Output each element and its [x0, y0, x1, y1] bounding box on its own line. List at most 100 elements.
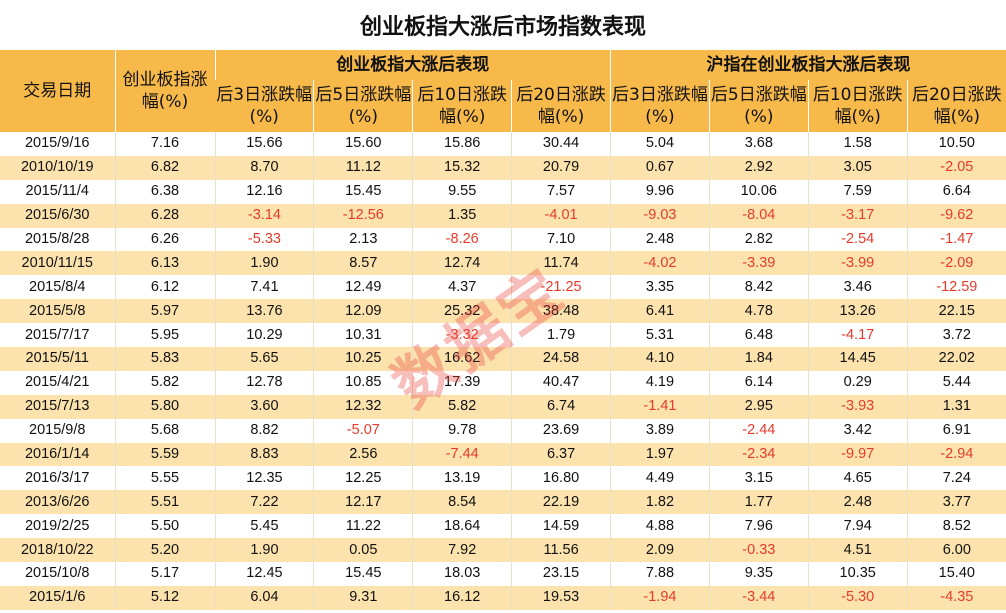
date-cell: 2015/10/8 — [0, 562, 115, 586]
value-cell: 4.37 — [412, 275, 512, 300]
value-cell: 2.48 — [807, 490, 908, 515]
value-cell: -2.34 — [708, 442, 809, 467]
value-cell: 6.28 — [114, 203, 215, 228]
value-cell: 7.41 — [214, 275, 314, 300]
value-cell: -8.04 — [708, 203, 809, 228]
header-sub-0: 后3日涨跌幅(%) — [215, 80, 314, 132]
header-sub-4: 后3日涨跌幅(%) — [610, 80, 710, 132]
header-sub-2: 后10日涨跌幅(%) — [412, 80, 512, 132]
table-body: 2015/9/16 7.16 15.66 15.60 15.86 30.44 5.04 3.6… — [0, 132, 1006, 610]
value-cell: 5.51 — [114, 490, 215, 515]
value-cell: 5.44 — [906, 370, 1006, 395]
value-cell: 8.70 — [214, 155, 314, 180]
value-cell: 18.64 — [412, 514, 512, 539]
value-cell: 11.22 — [313, 514, 413, 539]
value-cell: 6.48 — [708, 323, 809, 348]
date-cell: 2016/3/17 — [0, 466, 115, 491]
value-cell: 6.12 — [114, 275, 215, 300]
value-cell: -2.94 — [906, 442, 1006, 467]
value-cell: 1.90 — [214, 538, 314, 563]
header-group-cyb: 创业板指大涨后表现 — [214, 50, 611, 80]
value-cell: -1.41 — [610, 394, 710, 419]
table-row: 2015/5/8 5.97 13.76 12.09 25.32 38.48 6.41 4.78… — [0, 299, 1006, 324]
value-cell: 20.79 — [511, 155, 611, 180]
date-cell: 2015/7/17 — [0, 323, 115, 348]
value-cell: 6.00 — [906, 538, 1006, 563]
value-cell: 3.89 — [610, 418, 710, 443]
value-cell: 4.88 — [610, 514, 710, 539]
table-row: 2015/5/11 5.83 5.65 10.25 16.62 24.58 4.10 1.84… — [0, 347, 1006, 371]
value-cell: 8.52 — [906, 514, 1006, 539]
value-cell: 7.94 — [807, 514, 908, 539]
value-cell: 15.60 — [313, 132, 413, 156]
header-date: 交易日期 — [0, 50, 115, 132]
value-cell: 6.14 — [708, 370, 809, 395]
date-cell: 2015/7/13 — [0, 394, 115, 419]
table-row: 2015/8/4 6.12 7.41 12.49 4.37 -21.25 3.35 8.42 3… — [0, 275, 1006, 300]
table-row: 2019/2/25 5.50 5.45 11.22 18.64 14.59 4.88 7.96… — [0, 514, 1006, 539]
value-cell: 7.22 — [214, 490, 314, 515]
value-cell: 12.35 — [214, 466, 314, 491]
value-cell: 3.77 — [906, 490, 1006, 515]
value-cell: 16.62 — [412, 347, 512, 371]
table-row: 2018/10/22 5.20 1.90 0.05 7.92 11.56 2.09 -0.33… — [0, 538, 1006, 563]
value-cell: 12.32 — [313, 394, 413, 419]
value-cell: 3.35 — [610, 275, 710, 300]
value-cell: 5.55 — [114, 466, 215, 491]
date-cell: 2015/9/16 — [0, 132, 115, 156]
value-cell: -9.62 — [906, 203, 1006, 228]
value-cell: -4.35 — [906, 585, 1006, 610]
value-cell: -2.09 — [906, 251, 1006, 276]
value-cell: 6.13 — [114, 251, 215, 276]
value-cell: 5.80 — [114, 394, 215, 419]
value-cell: 10.35 — [807, 562, 908, 586]
value-cell: 5.65 — [214, 347, 314, 371]
value-cell: 15.32 — [412, 155, 512, 180]
value-cell: -3.17 — [807, 203, 908, 228]
value-cell: -4.01 — [511, 203, 611, 228]
value-cell: 7.57 — [511, 179, 611, 204]
date-cell: 2013/6/26 — [0, 490, 115, 515]
value-cell: 5.45 — [214, 514, 314, 539]
value-cell: 9.31 — [313, 585, 413, 610]
date-cell: 2010/11/15 — [0, 251, 115, 276]
value-cell: 7.10 — [511, 227, 611, 252]
header-change: 创业板指涨幅(%) — [114, 50, 215, 132]
value-cell: 18.03 — [412, 562, 512, 586]
value-cell: 12.17 — [313, 490, 413, 515]
table-row: 2015/11/4 6.38 12.16 15.45 9.55 7.57 9.96 10.06… — [0, 179, 1006, 204]
value-cell: 12.78 — [214, 370, 314, 395]
value-cell: -9.03 — [610, 203, 710, 228]
value-cell: 14.59 — [511, 514, 611, 539]
value-cell: 12.25 — [313, 466, 413, 491]
value-cell: 8.82 — [214, 418, 314, 443]
table-row: 2015/4/21 5.82 12.78 10.85 17.39 40.47 4.19 6.1… — [0, 370, 1006, 395]
value-cell: -3.99 — [807, 251, 908, 276]
value-cell: 15.66 — [214, 132, 314, 156]
value-cell: 40.47 — [511, 370, 611, 395]
page-title: 创业板指大涨后市场指数表现 — [359, 15, 646, 40]
value-cell: 3.60 — [214, 394, 314, 419]
value-cell: 4.51 — [807, 538, 908, 563]
table-row: 2015/7/17 5.95 10.29 10.31 -3.32 1.79 5.31 6.48… — [0, 323, 1006, 348]
value-cell: 7.96 — [708, 514, 809, 539]
date-cell: 2015/5/11 — [0, 347, 115, 371]
header-sub-7: 后20日涨跌幅(%) — [906, 80, 1006, 132]
value-cell: 3.15 — [708, 466, 809, 491]
value-cell: -2.05 — [906, 155, 1006, 180]
header-group-sh: 沪指在创业板指大涨后表现 — [610, 50, 1006, 80]
date-cell: 2015/4/21 — [0, 370, 115, 395]
value-cell: 7.88 — [610, 562, 710, 586]
value-cell: 13.76 — [214, 299, 314, 324]
value-cell: -7.44 — [412, 442, 512, 467]
value-cell: 12.49 — [313, 275, 413, 300]
value-cell: 16.12 — [412, 585, 512, 610]
value-cell: 38.48 — [511, 299, 611, 324]
table-header: 交易日期 创业板指涨幅(%) 创业板指大涨后表现 沪指在创业板指大涨后表现 后3… — [0, 50, 1006, 132]
table-row: 2015/9/8 5.68 8.82 -5.07 9.78 23.69 3.89 -2.44 3… — [0, 418, 1006, 443]
value-cell: 5.83 — [114, 347, 215, 371]
value-cell: 5.50 — [114, 514, 215, 539]
value-cell: 19.53 — [511, 585, 611, 610]
value-cell: -4.17 — [807, 323, 908, 348]
date-cell: 2019/2/25 — [0, 514, 115, 539]
